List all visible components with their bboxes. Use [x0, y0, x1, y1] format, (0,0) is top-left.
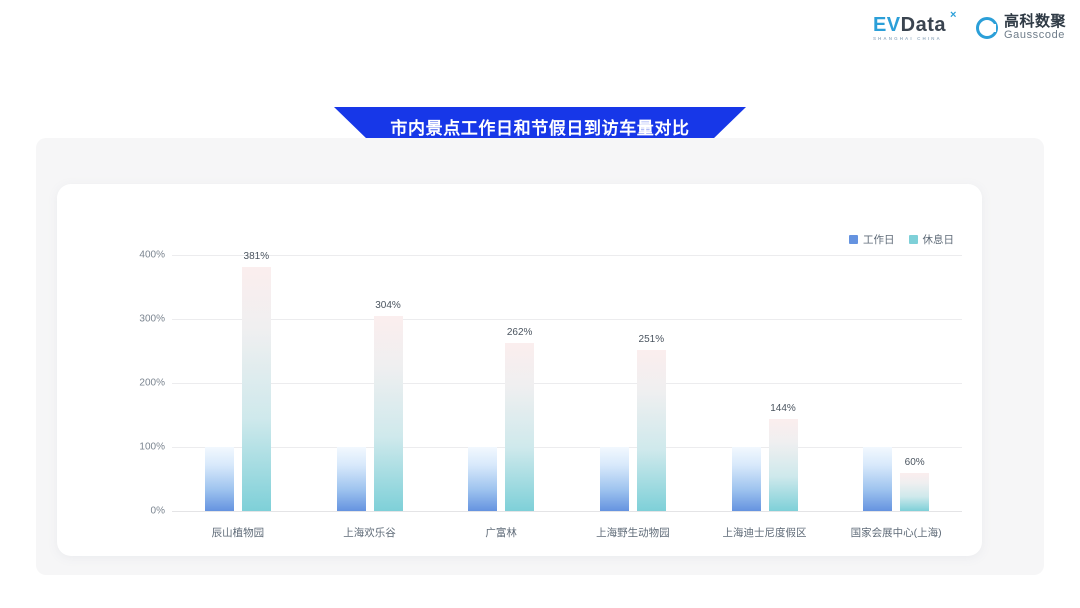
- gridline: [172, 255, 962, 256]
- x-axis-tick-label: 国家会展中心(上海): [850, 527, 942, 539]
- x-axis-tick-label: 上海野生动物园: [596, 527, 670, 539]
- page-title: 市内景点工作日和节假日到访车量对比: [390, 118, 690, 138]
- bar-holiday[interactable]: 144%: [768, 403, 798, 511]
- y-axis-tick-label: 200%: [139, 377, 165, 389]
- y-axis-tick-label: 0%: [150, 505, 165, 517]
- y-axis-tick-label: 100%: [139, 441, 165, 453]
- evdata-wordmark: EVData ×: [872, 9, 957, 36]
- gausscode-name-cn: 高科数聚: [1003, 13, 1066, 31]
- chart-plot-area: 0% 100% 200% 300% 400% 381% 304% 262% 251% 144% 6…: [57, 184, 982, 556]
- bar-holiday[interactable]: 304%: [373, 300, 403, 511]
- y-axis-tick-label: 300%: [139, 313, 165, 325]
- bar-holiday[interactable]: 251%: [636, 334, 666, 511]
- bar-group: 381%: [172, 184, 962, 556]
- legend-label: 休息日: [922, 234, 955, 246]
- bar-weekday[interactable]: [336, 447, 366, 511]
- evdata-superscript-icon: ×: [950, 8, 957, 21]
- legend-item[interactable]: 休息日: [908, 232, 955, 247]
- gridline: [172, 511, 962, 512]
- x-axis-tick-label: 广富林: [485, 527, 517, 539]
- evdata-tagline: SHANGHAI CHINA: [872, 35, 942, 41]
- x-axis-tick-label: 辰山植物园: [211, 527, 265, 539]
- bar-group: 60%: [172, 184, 962, 556]
- x-axis-tick-label: 上海迪士尼度假区: [722, 527, 807, 539]
- gridline: [172, 447, 962, 448]
- gausscode-name-en: Gausscode: [1003, 29, 1066, 42]
- chart-x-axis: 辰山植物园 上海欢乐谷 广富林 上海野生动物园 上海迪士尼度假区 国家会展中心(上海): [172, 184, 962, 556]
- legend-swatch-icon: [849, 235, 858, 244]
- gridline: [172, 319, 962, 320]
- bar-weekday[interactable]: [204, 447, 234, 511]
- legend-swatch-icon: [908, 235, 918, 244]
- bar-weekday[interactable]: [599, 447, 629, 511]
- bar-holiday[interactable]: 381%: [241, 251, 271, 511]
- bar-weekday[interactable]: [468, 447, 498, 511]
- bar-value-label: 304%: [375, 300, 401, 312]
- bar-value-label: 381%: [243, 251, 270, 263]
- bar-value-label: 60%: [904, 456, 925, 468]
- bar-group: 304%: [172, 184, 962, 556]
- bar-holiday[interactable]: 60%: [900, 457, 930, 511]
- y-axis-tick-label: 400%: [139, 249, 165, 261]
- gausscode-logo: 高科数聚 Gausscode: [975, 14, 1066, 41]
- gausscode-wordmark: 高科数聚 Gausscode: [1004, 14, 1066, 41]
- legend-label: 工作日: [863, 234, 895, 246]
- brand-logo-bar: EVData × SHANGHAI CHINA 高科数聚 Gausscode: [872, 9, 1066, 46]
- bar-group: 251%: [172, 184, 962, 556]
- bar-weekday[interactable]: [731, 447, 761, 511]
- bar-holiday[interactable]: 262%: [505, 327, 535, 511]
- gridline: [172, 383, 962, 384]
- legend-item[interactable]: 工作日: [849, 232, 895, 247]
- chart-card: 工作日 休息日 0% 100% 200% 300% 400% 381% 304% 262% 25…: [57, 184, 982, 556]
- evdata-wordmark-data: Data: [900, 13, 946, 36]
- bar-group: 262%: [172, 184, 962, 556]
- evdata-wordmark-ev: EV: [872, 13, 901, 36]
- bar-group: 144%: [172, 184, 962, 556]
- gausscode-circle-icon: [975, 16, 998, 39]
- chart-bars-layer: 381% 304% 262% 251% 144% 60%: [172, 184, 962, 556]
- bar-value-label: 251%: [638, 334, 665, 346]
- x-axis-tick-label: 上海欢乐谷: [343, 527, 396, 539]
- evdata-logo: EVData × SHANGHAI CHINA: [872, 9, 957, 42]
- chart-legend: 工作日 休息日: [849, 232, 954, 247]
- bar-weekday[interactable]: [863, 447, 893, 511]
- bar-value-label: 144%: [770, 402, 796, 414]
- bar-value-label: 262%: [506, 327, 533, 339]
